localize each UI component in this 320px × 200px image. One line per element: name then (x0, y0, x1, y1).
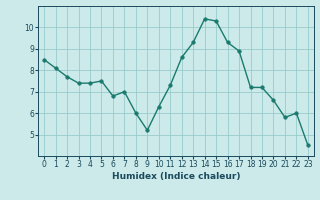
X-axis label: Humidex (Indice chaleur): Humidex (Indice chaleur) (112, 172, 240, 181)
